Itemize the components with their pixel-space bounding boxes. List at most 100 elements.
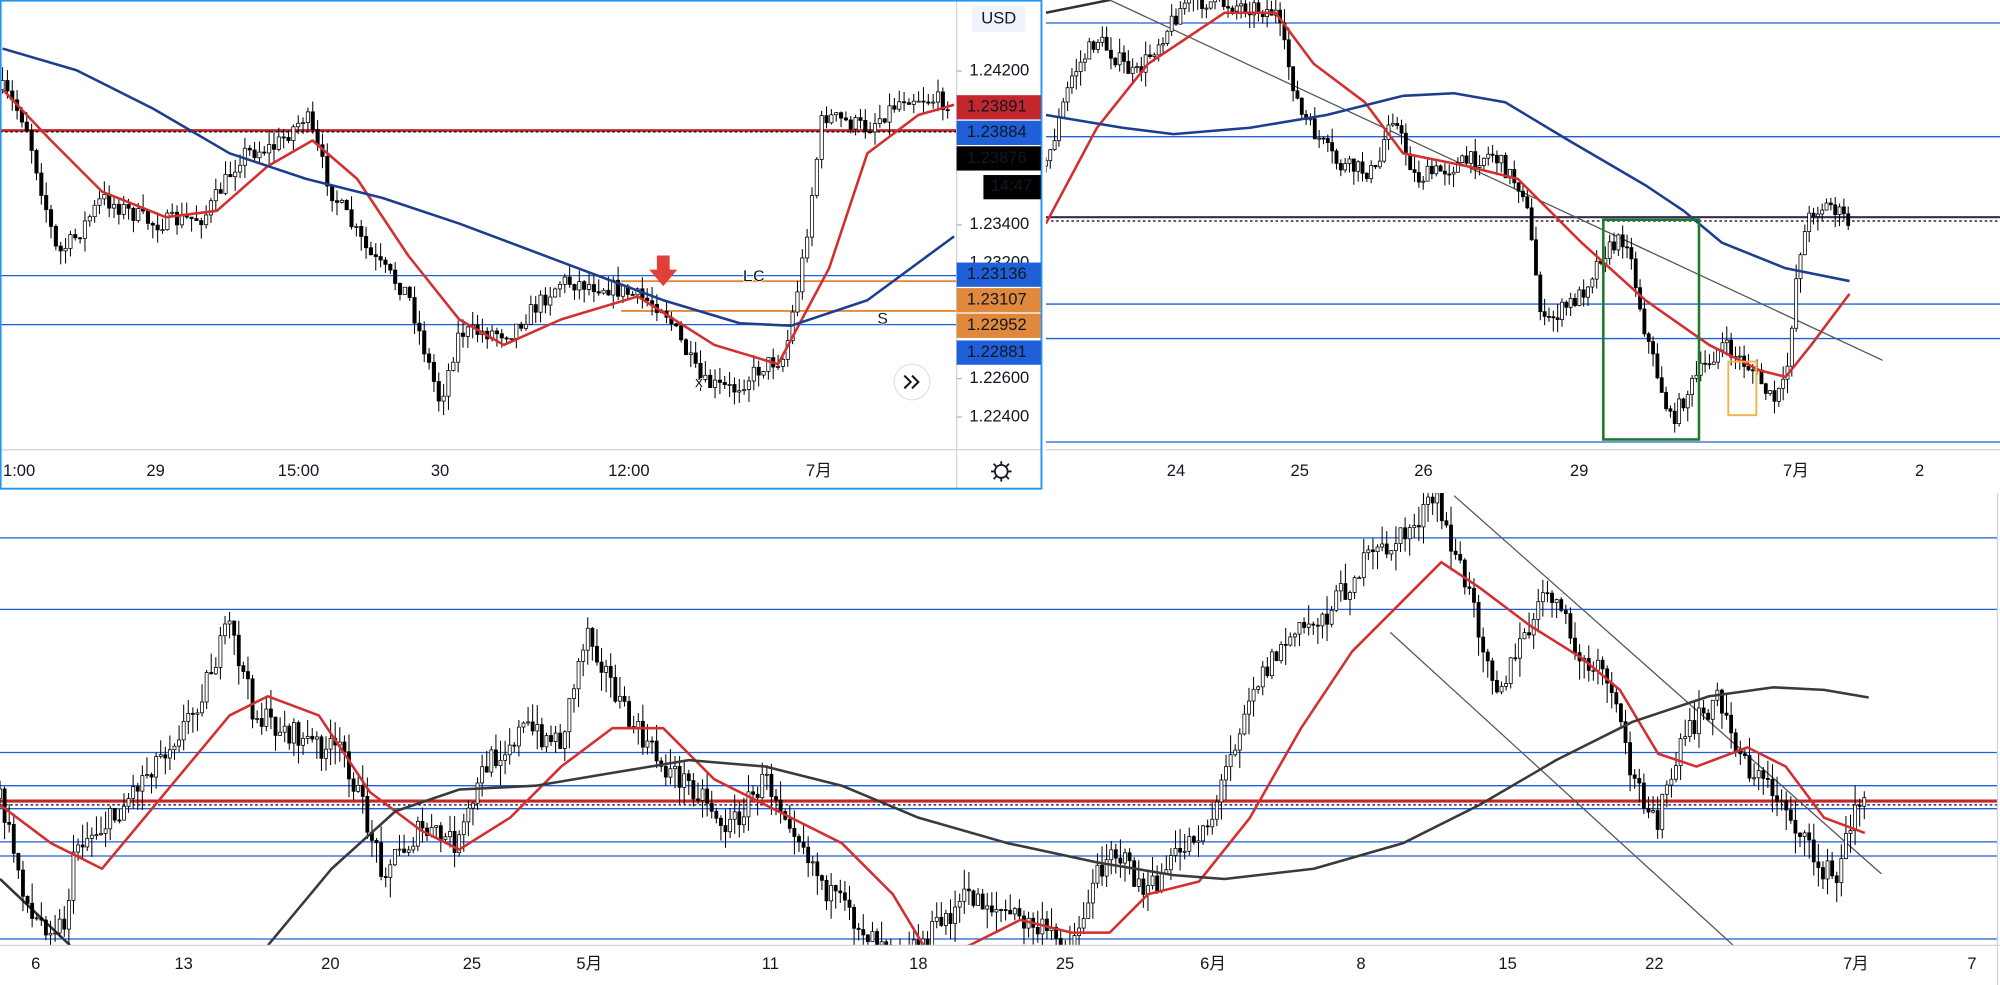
candle-body — [795, 291, 800, 313]
candle-body — [948, 913, 953, 924]
candle-body — [1356, 161, 1361, 172]
candle-body — [16, 852, 21, 871]
candle-body — [1720, 689, 1724, 714]
time-label: 26 — [1414, 461, 1432, 480]
candle-body — [471, 802, 475, 809]
candle-body — [407, 286, 412, 298]
candle-body — [58, 245, 63, 252]
candle-body — [1816, 861, 1821, 868]
candle-body — [213, 189, 218, 202]
candle-body — [601, 289, 606, 294]
candle-body — [1152, 54, 1157, 57]
candle-body — [930, 921, 935, 946]
candle-body — [1430, 496, 1435, 504]
trend-line — [1389, 631, 1735, 946]
candle-body — [1425, 165, 1430, 182]
candle-body — [940, 91, 945, 111]
candle-body — [1178, 847, 1183, 853]
candle-body — [1664, 392, 1668, 410]
candle-body — [232, 620, 237, 636]
candle-body — [489, 749, 494, 773]
candle-body — [1476, 601, 1481, 638]
candle-body — [238, 164, 243, 173]
candle-body — [533, 304, 538, 313]
candle-body — [1481, 636, 1486, 653]
candle-body — [1403, 132, 1408, 155]
candle-body — [1590, 278, 1595, 288]
candle-body — [195, 712, 200, 715]
candle-body — [223, 623, 227, 637]
candle-body — [535, 724, 540, 732]
time-label: 7月 — [806, 461, 832, 480]
candle-body — [577, 281, 582, 291]
candle-body — [241, 665, 246, 672]
ma-fast — [0, 560, 1866, 946]
ma-fast — [1045, 11, 1851, 379]
annotation: S — [877, 309, 888, 328]
candle-body — [1692, 720, 1697, 735]
candle-body — [1683, 736, 1688, 739]
candle-body — [1330, 142, 1335, 152]
candle-body — [1619, 703, 1623, 723]
candle-body — [25, 895, 30, 904]
candle-body — [509, 338, 514, 340]
candle-body — [160, 229, 165, 232]
candle-body — [801, 841, 806, 848]
candle-body — [1357, 577, 1362, 580]
candle-body — [567, 698, 572, 733]
candle-body — [1651, 810, 1655, 813]
candle-body — [1781, 378, 1786, 389]
candle-body — [1738, 751, 1743, 755]
time-label: 30 — [431, 461, 449, 480]
candle-body — [68, 234, 73, 249]
candle-body — [126, 204, 131, 209]
candle-body — [1384, 543, 1389, 555]
candle-body — [324, 748, 328, 759]
candle-body — [228, 174, 233, 178]
candle-body — [1473, 151, 1478, 168]
candle-body — [87, 216, 92, 222]
candle-body — [1848, 830, 1853, 834]
candle-body — [1697, 707, 1701, 735]
candle-body — [194, 218, 199, 221]
candle-body — [714, 810, 719, 819]
candle-body — [1529, 207, 1534, 241]
panel-3-plot — [0, 493, 1998, 946]
candle-body — [673, 765, 677, 770]
candle-body — [1830, 860, 1835, 877]
candle-body — [1772, 390, 1777, 402]
candle-body — [1334, 150, 1339, 164]
candle-body — [1174, 15, 1178, 25]
candle-body — [585, 627, 590, 651]
candle-body — [1545, 592, 1550, 595]
candle-body — [1320, 613, 1325, 627]
candle-body — [604, 665, 609, 673]
candle-body — [112, 808, 117, 821]
candle-body — [1788, 809, 1793, 821]
candle-body — [227, 620, 232, 625]
candle-body — [708, 374, 713, 388]
candle-body — [85, 838, 90, 848]
candle-body — [504, 337, 509, 340]
candle-body — [257, 151, 262, 159]
settings-icon[interactable] — [991, 461, 1012, 482]
candle-body — [645, 297, 650, 302]
candle-body — [1462, 559, 1467, 588]
candle-body — [530, 721, 535, 732]
candle-body — [1429, 165, 1434, 175]
candle-body — [314, 736, 319, 740]
candle-body — [34, 917, 39, 920]
candle-body — [1416, 172, 1421, 183]
candle-body — [691, 780, 696, 800]
candle-body — [722, 382, 727, 386]
candle-body — [1439, 493, 1444, 522]
candle-body — [1789, 327, 1794, 367]
candle-body — [415, 821, 420, 847]
candle-body — [1820, 209, 1825, 215]
candle-body — [1495, 154, 1499, 164]
candle-body — [305, 735, 310, 739]
candle-body — [1165, 30, 1170, 44]
candle-body — [1674, 765, 1678, 780]
candle-body — [1196, 840, 1201, 843]
